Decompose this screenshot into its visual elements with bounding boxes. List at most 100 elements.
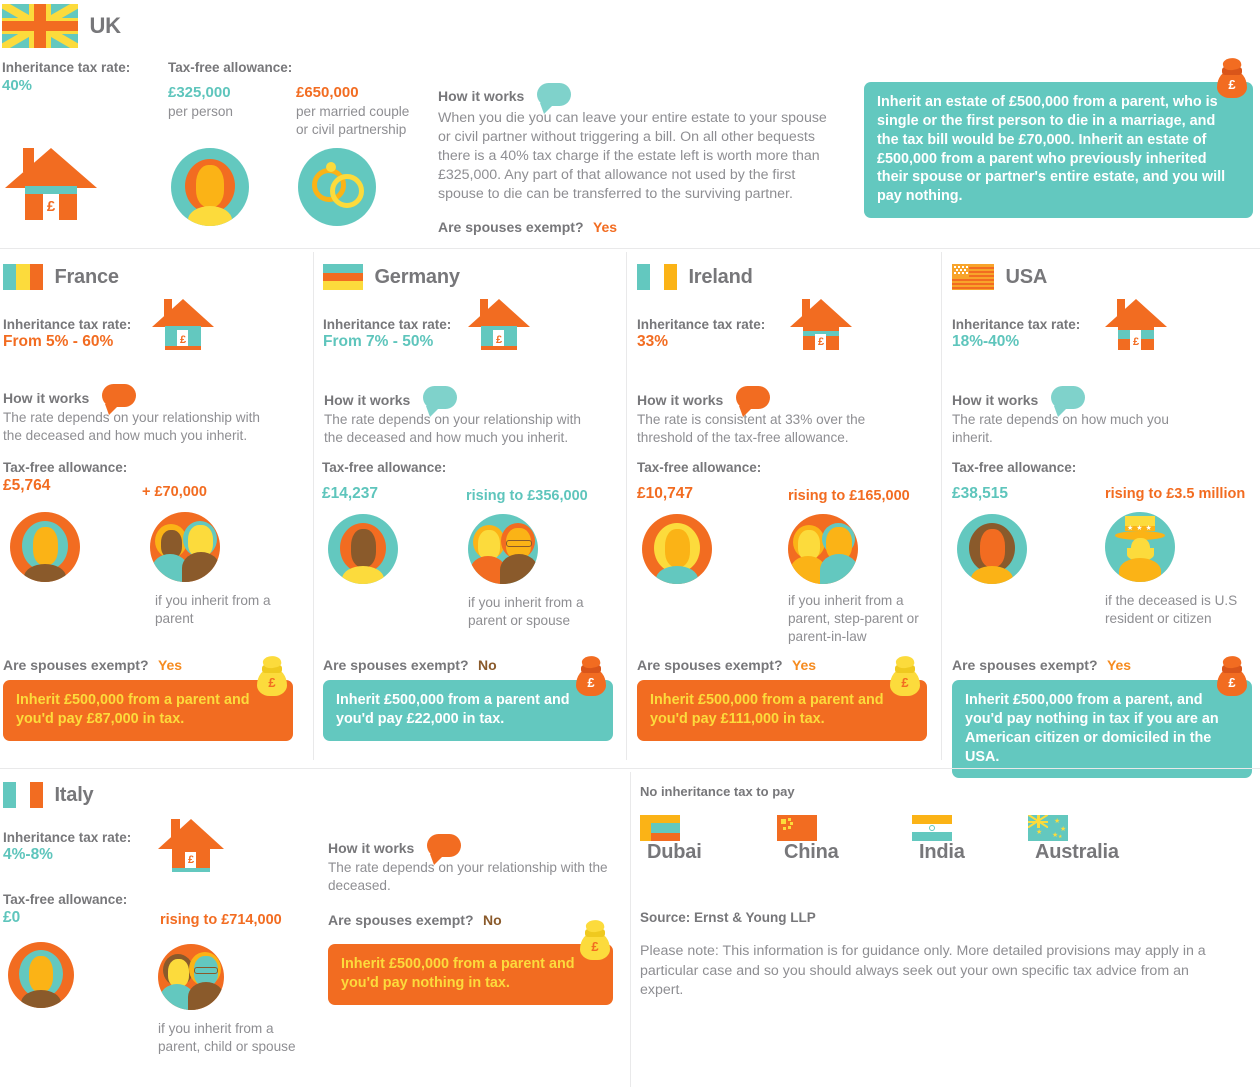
col-divider-3	[941, 252, 942, 760]
woman-avatar-icon	[642, 514, 712, 584]
italy-rate-value: 4%-8%	[3, 846, 53, 863]
footer-note: Please note: This information is for gui…	[640, 943, 1206, 999]
no-tax-item-china: China	[777, 815, 839, 864]
germany-callout: Inherit £500,000 from a parent and you'd…	[323, 680, 613, 741]
usa-exempt-row: Are spouses exempt? Yes	[952, 657, 1131, 675]
usa-rate-block: Inheritance tax rate: 18%-40%	[952, 317, 1102, 351]
usa-allowance-block: Tax-free allowance: £38,515	[952, 460, 1252, 503]
france-how-it-works: How it works The rate depends on your re…	[3, 380, 273, 445]
speech-bubble-icon	[735, 386, 770, 417]
uk-allowance-1-note: per person	[168, 104, 233, 119]
how-it-works-label: How it works	[952, 392, 1039, 408]
country-column-germany: Germany Inheritance tax rate: From 7% - …	[316, 252, 626, 762]
wedding-rings-icon	[298, 148, 376, 226]
france-how-it-works-body: The rate depends on your relationship wi…	[3, 410, 260, 444]
no-tax-label-dubai: Dubai	[647, 841, 702, 863]
how-it-works-label: How it works	[3, 390, 90, 406]
flag-dubai-icon	[640, 815, 680, 841]
germany-header: Germany	[323, 264, 460, 290]
allowance-label: Tax-free allowance:	[952, 460, 1077, 475]
ireland-allowance-2-note: if you inherit from a parent, step-paren…	[788, 593, 919, 645]
hat-stars: ★★★	[1127, 525, 1155, 532]
glasses-icon	[194, 967, 218, 974]
flag-italy-icon	[3, 782, 43, 808]
usa-allowance-1-value: £38,515	[952, 485, 1009, 502]
italy-allowance-block: Tax-free allowance: £0	[3, 892, 203, 927]
row-divider-1	[0, 248, 1260, 249]
usa-allowance-2-value: rising to £3.5 million	[1105, 486, 1246, 502]
usa-rate-value: 18%-40%	[952, 333, 1020, 350]
no-tax-label-india: India	[919, 841, 965, 863]
hat-band	[1125, 526, 1155, 531]
flag-australia-icon: ★ ★ ★ ★ ★	[1028, 815, 1068, 841]
italy-callout: Inherit £500,000 from a parent and you'd…	[328, 944, 613, 1005]
house-pound-icon: £	[152, 294, 214, 350]
money-bag-icon: £	[578, 918, 612, 960]
country-title-france: France	[54, 265, 119, 288]
italy-allowance-2: rising to £714,000	[160, 912, 340, 928]
uk-allowance-2-note-1: per married couple	[296, 104, 410, 119]
col-divider-1	[313, 252, 314, 760]
germany-exempt-value: No	[477, 657, 497, 673]
france-rate-block: Inheritance tax rate: From 5% - 60%	[3, 317, 153, 351]
ireland-allowance-2: rising to £165,000	[788, 488, 958, 504]
france-allowance-1-value: £5,764	[3, 477, 51, 494]
house-pound-icon: £	[1105, 294, 1167, 350]
usa-exempt-value: Yes	[1106, 657, 1132, 673]
woman-avatar-icon	[171, 148, 249, 226]
france-header: France	[3, 264, 119, 290]
germany-how-it-works: How it works The rate depends on your re…	[324, 382, 600, 447]
source-label: Source: Ernst & Young LLP	[640, 910, 816, 925]
italy-allowance-1-value: £0	[3, 909, 21, 926]
france-allowance-2-note: if you inherit from a parent	[155, 593, 271, 627]
uk-section: UK Inheritance tax rate: 40% Tax-free al…	[0, 0, 1260, 248]
country-columns: France Inheritance tax rate: From 5% - 6…	[0, 252, 1260, 779]
no-tax-item-dubai: Dubai	[640, 815, 702, 864]
col-divider-4	[630, 772, 631, 1087]
couple-avatar-icon	[788, 514, 858, 584]
rate-label: Inheritance tax rate:	[2, 60, 131, 75]
germany-rate-block: Inheritance tax rate: From 7% - 50%	[323, 317, 473, 351]
ireland-callout: Inherit £500,000 from a parent and you'd…	[637, 680, 927, 741]
italy-how-it-works-body: The rate depends on your relationship wi…	[328, 860, 608, 894]
flag-ireland-icon	[637, 264, 677, 290]
how-it-works-label: How it works	[324, 392, 411, 408]
house-pound-icon: £	[468, 294, 530, 350]
beard	[1127, 548, 1154, 561]
allowance-label: Tax-free allowance:	[322, 460, 447, 475]
uk-rate-block: Inheritance tax rate: 40%	[2, 60, 162, 94]
uk-how-it-works: How it works When you die you can leave …	[438, 78, 838, 237]
country-title-usa: USA	[1005, 265, 1048, 288]
woman-avatar-icon	[8, 942, 74, 1008]
usa-callout: Inherit £500,000 from a parent, and you'…	[952, 680, 1252, 779]
rate-label: Inheritance tax rate:	[3, 830, 132, 845]
couple-avatar-icon	[158, 944, 224, 1010]
uk-how-it-works-body: When you die you can leave your entire e…	[438, 110, 827, 202]
france-allowance-block: Tax-free allowance: £5,764	[3, 460, 303, 495]
country-title-uk: UK	[89, 13, 121, 38]
italy-allowance-2-value: rising to £714,000	[160, 912, 282, 928]
no-tax-label-australia: Australia	[1035, 841, 1119, 863]
ireland-allowance-2-value: rising to £165,000	[788, 488, 910, 504]
money-bag-icon: £	[255, 654, 289, 696]
country-column-ireland: Ireland Inheritance tax rate: 33% £ How …	[630, 252, 940, 762]
rate-label: Inheritance tax rate:	[952, 317, 1081, 332]
flag-india-icon	[912, 815, 952, 841]
usa-allowance-2-note: if the deceased is U.S resident or citiz…	[1105, 593, 1238, 627]
exempt-label: Are spouses exempt?	[323, 657, 469, 673]
ireland-exempt-value: Yes	[791, 657, 817, 673]
ireland-allowance-block: Tax-free allowance: £10,747	[637, 460, 937, 503]
house-pound-icon: £	[790, 294, 852, 350]
how-it-works-label: How it works	[328, 840, 415, 856]
country-column-france: France Inheritance tax rate: From 5% - 6…	[0, 252, 313, 762]
uncle-sam-avatar-icon: ★★★	[1105, 512, 1175, 582]
usa-allowance-2: rising to £3.5 million	[1105, 486, 1260, 502]
col-divider-2	[626, 252, 627, 760]
row-divider-2	[0, 768, 1260, 769]
hat-brim	[1115, 531, 1165, 540]
speech-bubble-icon	[422, 386, 457, 417]
exempt-label: Are spouses exempt?	[637, 657, 783, 673]
italy-how-it-works: How it works The rate depends on your re…	[328, 830, 618, 895]
ireland-exempt-row: Are spouses exempt? Yes	[637, 657, 816, 675]
uk-header: UK	[2, 4, 121, 48]
